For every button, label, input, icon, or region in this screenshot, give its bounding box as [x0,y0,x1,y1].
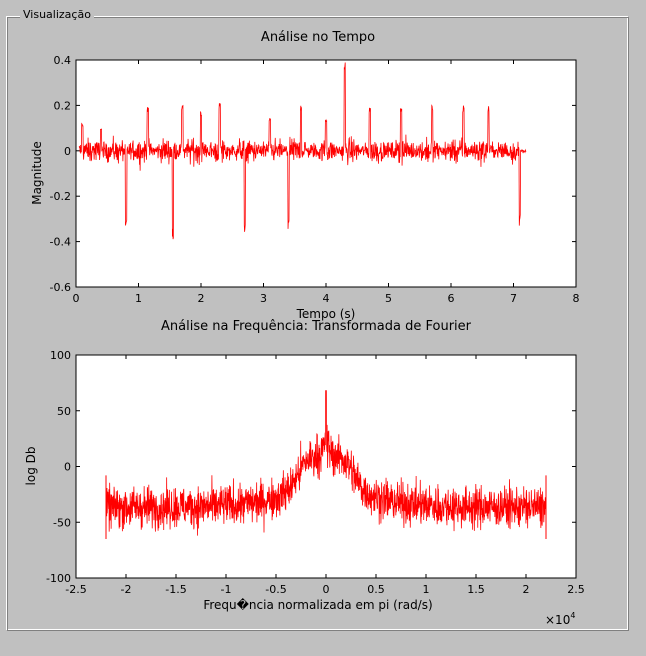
x-tick-label: 0 [73,292,80,305]
time-x-label: Tempo (s) [296,307,356,321]
x-tick-label: 1 [423,583,430,596]
x-tick-label: 1 [135,292,142,305]
x-tick-label: 4 [323,292,330,305]
x-tick-label: 1.5 [467,583,485,596]
x-tick-label: -1 [221,583,232,596]
x-tick-label: 0.5 [367,583,385,596]
x-tick-label: 3 [260,292,267,305]
y-tick-label: 50 [57,405,71,418]
y-tick-label: 100 [50,349,71,362]
y-tick-label: -0.6 [50,281,71,294]
time-plot-area [75,59,577,288]
y-tick-label: -0.2 [50,190,71,203]
y-tick-label: 0.2 [54,99,72,112]
x-tick-label: -1.5 [165,583,186,596]
x-tick-label: -2.5 [65,583,86,596]
y-tick-label: 0 [64,145,71,158]
x-tick-label: 8 [573,292,580,305]
freq-x-label: Frequ�ncia normalizada em pi (rad/s) [203,598,432,612]
freq-chart-title: Análise na Frequência: Transformada de F… [161,319,472,334]
time-chart-title: Análise no Tempo [261,30,375,45]
freq-plot-area [75,354,577,579]
group-title: Visualização [20,8,94,21]
group-box [6,16,629,631]
y-tick-label: -50 [53,516,71,529]
freq-ticks: -2.5 -2 -1.5 -1 -0.5 0 0.5 1 1.5 2 2.5 -100 -50 0 50 10… [46,349,585,596]
x-tick-label: 2 [523,583,530,596]
x-tick-label: 7 [510,292,517,305]
freq-y-label: log Db [24,447,38,486]
x-tick-label: 2.5 [567,583,585,596]
y-tick-label: -100 [46,572,71,585]
freq-chart: Análise na Frequência: Transformada de F… [24,319,585,627]
y-tick-label: -0.4 [50,236,71,249]
time-signal [78,62,527,240]
time-ticks: 0 1 2 3 4 5 6 7 8 -0.6 -0.4 -0.2 0 0.2 0.4 [50,54,580,305]
time-chart: Análise no Tempo Tempo (s) Magnitude 0 1 2… [30,30,580,321]
time-y-label: Magnitude [30,141,44,205]
x-tick-label: -0.5 [265,583,286,596]
x-tick-label: 5 [385,292,392,305]
x-tick-label: 0 [323,583,330,596]
y-tick-label: 0.4 [54,54,72,67]
x-tick-label: 6 [448,292,455,305]
x-tick-label: -2 [121,583,132,596]
freq-x-multiplier: ×104 [545,611,575,627]
freq-signal [105,390,547,539]
time-series-line [78,62,527,240]
freq-series-line [105,390,547,536]
freq-x-multiplier-base: ×10 [545,613,570,627]
x-tick-label: 2 [198,292,205,305]
y-tick-label: 0 [64,461,71,474]
freq-x-multiplier-exp: 4 [570,611,575,620]
